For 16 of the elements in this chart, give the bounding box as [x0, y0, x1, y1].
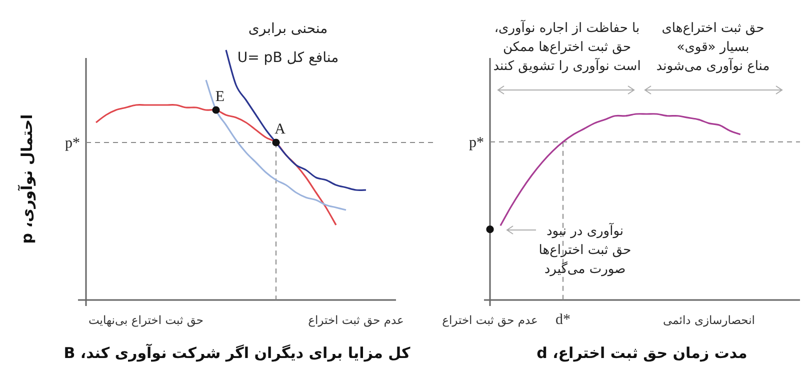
x-tick-label: انحصارسازی دائمی	[663, 313, 756, 327]
ref-line-label: p*	[469, 134, 484, 151]
x-axis-title: مدت زمان حق ثبت اختراع، d	[536, 344, 748, 362]
x-tick-label: d*	[556, 312, 571, 328]
x-axis-title: کل مزایا برای دیگران اگر شرکت نوآوری کند، B	[64, 343, 411, 362]
y-axis-title: احتمال نوآوری، p	[17, 114, 36, 244]
series-label: E	[215, 89, 225, 105]
x-tick-label: عدم حق ثبت اختراع	[308, 313, 404, 327]
x-tick-label: عدم حق ثبت اختراع	[442, 313, 538, 327]
annotation: نوآوری در نبود حق ثبت اختراع‌ها صورت می‌گیرد	[538, 222, 632, 277]
text: با حفاظت از اجاره نوآوری، حق ثبت اختراع‌ها ممکن است نوآوری را تشویق کنند	[493, 19, 641, 74]
ref-line-label: p*	[65, 136, 80, 152]
x-tick-label: حق ثبت اختراع بی‌نهایت	[88, 313, 204, 327]
series-label: منحنی برابری منافع کل U= pB	[237, 21, 339, 66]
text: حق ثبت اختراع‌های بسیار «قوی» مناع نوآوری می‌شوند	[656, 21, 770, 74]
series-label: A	[274, 122, 286, 138]
